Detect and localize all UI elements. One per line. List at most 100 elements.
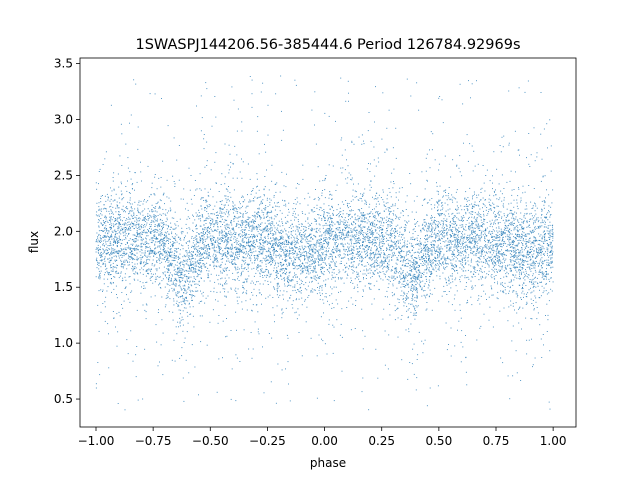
data-point — [310, 291, 312, 293]
data-point — [436, 251, 438, 252]
data-point — [414, 279, 416, 281]
data-point — [364, 214, 366, 216]
data-point — [373, 285, 375, 287]
data-point — [308, 250, 310, 252]
data-point — [328, 237, 330, 239]
data-point — [378, 227, 380, 229]
data-point — [295, 292, 297, 294]
data-point — [526, 303, 528, 305]
data-point — [233, 259, 234, 261]
data-point — [153, 235, 155, 237]
data-point — [200, 130, 202, 132]
data-point — [288, 279, 290, 281]
data-point — [123, 235, 125, 237]
data-point — [324, 112, 326, 114]
data-point — [512, 266, 514, 268]
data-point — [424, 260, 425, 262]
data-point — [378, 213, 379, 215]
data-point — [352, 255, 354, 257]
data-point — [481, 253, 483, 255]
data-point — [474, 227, 476, 229]
data-point — [310, 277, 312, 279]
data-point — [551, 247, 553, 249]
data-point — [242, 248, 244, 250]
data-point — [525, 243, 527, 245]
data-point — [386, 248, 388, 250]
data-point — [156, 229, 158, 231]
data-point — [96, 211, 98, 213]
data-point — [501, 200, 503, 202]
data-point — [413, 266, 415, 268]
data-point — [113, 266, 115, 268]
data-point — [526, 272, 527, 274]
data-point — [245, 235, 246, 237]
data-point — [140, 260, 142, 262]
data-point — [165, 240, 167, 242]
data-point — [354, 278, 356, 280]
data-point — [535, 281, 537, 283]
data-point — [292, 208, 294, 210]
data-point — [535, 219, 537, 221]
data-point — [399, 187, 401, 189]
data-point — [523, 220, 524, 222]
data-point — [242, 287, 244, 288]
data-point — [262, 253, 264, 255]
data-point — [125, 279, 127, 281]
data-point — [512, 291, 514, 293]
data-point — [118, 217, 120, 219]
data-point — [537, 221, 539, 223]
data-point — [395, 215, 397, 217]
data-point — [511, 221, 513, 223]
data-point — [318, 245, 320, 247]
data-point — [241, 196, 243, 198]
data-point — [121, 292, 123, 293]
data-point — [474, 285, 476, 287]
data-point — [284, 283, 285, 285]
data-point — [502, 255, 504, 257]
data-point — [230, 237, 232, 239]
data-point — [314, 219, 316, 221]
data-point — [202, 238, 204, 240]
data-point — [254, 255, 256, 256]
data-point — [381, 138, 383, 140]
data-point — [523, 283, 525, 284]
data-point — [436, 220, 438, 222]
data-point — [550, 247, 552, 249]
data-point — [236, 257, 238, 259]
data-point — [95, 383, 97, 385]
data-point — [473, 271, 475, 273]
data-point — [196, 214, 198, 216]
data-point — [321, 258, 323, 260]
data-point — [436, 246, 438, 248]
data-point — [213, 258, 215, 260]
data-point — [475, 255, 477, 257]
data-point — [114, 252, 116, 254]
data-point — [318, 223, 320, 225]
data-point — [382, 218, 384, 220]
data-point — [307, 252, 309, 254]
data-point — [479, 248, 481, 249]
data-point — [208, 254, 210, 256]
data-point — [474, 266, 476, 268]
data-point — [321, 238, 322, 240]
data-point — [498, 260, 500, 262]
data-point — [287, 277, 289, 279]
data-point — [419, 265, 420, 267]
data-point — [446, 247, 448, 249]
data-point — [413, 285, 415, 287]
data-point — [220, 216, 222, 218]
data-point — [190, 284, 192, 286]
data-point — [102, 289, 104, 291]
data-point — [392, 283, 394, 285]
data-point — [138, 245, 140, 247]
data-point — [383, 256, 385, 258]
data-point — [253, 288, 255, 290]
data-point — [108, 210, 110, 212]
data-point — [295, 311, 297, 313]
data-point — [279, 255, 281, 257]
data-point — [438, 235, 440, 237]
data-point — [264, 248, 265, 250]
data-point — [550, 257, 552, 259]
data-point — [381, 234, 383, 236]
data-point — [142, 226, 144, 228]
